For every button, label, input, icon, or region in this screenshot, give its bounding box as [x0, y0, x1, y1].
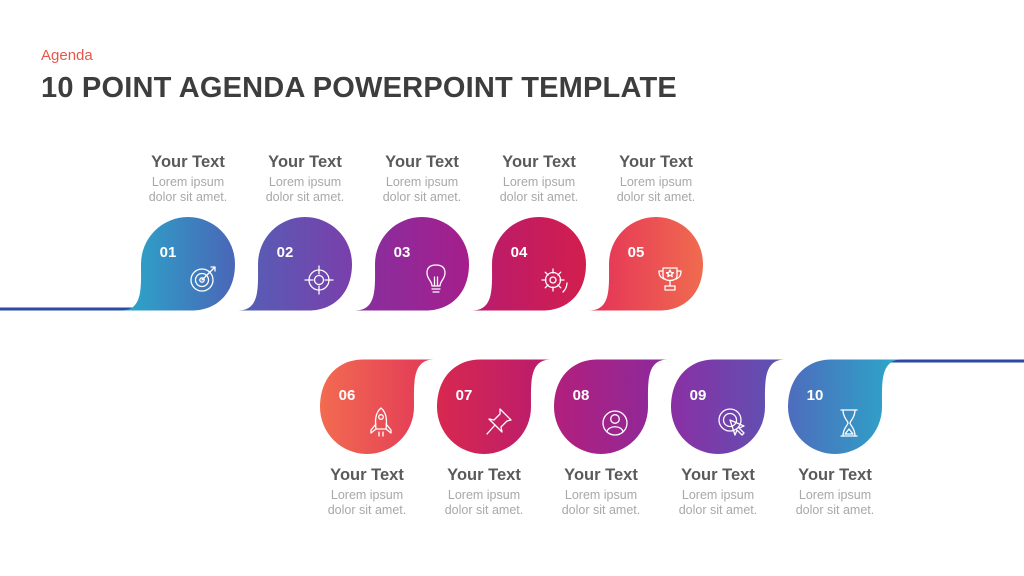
crosshair-icon [304, 265, 334, 295]
step-heading: Your Text [268, 153, 342, 171]
step-heading: Your Text [564, 466, 638, 484]
agenda-step-06: 06 [320, 359, 434, 454]
user-icon [602, 410, 628, 436]
step-number: 05 [628, 244, 645, 261]
step-bubble [238, 217, 352, 311]
step-text-05: Your Text Lorem ipsum dolor sit amet. [591, 152, 721, 205]
step-description-line2: dolor sit amet. [616, 190, 696, 204]
step-description-line1: Lorem ipsum [447, 488, 521, 502]
step-bubble [121, 217, 235, 311]
target-icon [190, 266, 216, 292]
step-number: 02 [277, 244, 294, 261]
step-text-10: Your Text Lorem ipsum dolor sit amet. [770, 465, 900, 518]
step-description-line1: Lorem ipsum [330, 488, 404, 502]
step-bubble [472, 217, 586, 311]
step-number: 09 [690, 387, 707, 404]
agenda-step-05: 05 [589, 217, 703, 311]
step-description-line1: Lorem ipsum [619, 175, 693, 189]
step-number: 08 [573, 387, 590, 404]
step-description-line1: Lorem ipsum [502, 175, 576, 189]
step-heading: Your Text [798, 466, 872, 484]
step-number: 10 [807, 387, 824, 404]
step-description-line2: dolor sit amet. [444, 503, 524, 517]
lightbulb-icon [426, 264, 446, 293]
step-description-line1: Lorem ipsum [151, 175, 225, 189]
step-text-02: Your Text Lorem ipsum dolor sit amet. [240, 152, 370, 205]
step-text-03: Your Text Lorem ipsum dolor sit amet. [357, 152, 487, 205]
step-number: 04 [511, 244, 528, 261]
step-description-line2: dolor sit amet. [382, 190, 462, 204]
step-description-line1: Lorem ipsum [681, 488, 755, 502]
trophy-icon [658, 267, 682, 291]
step-heading: Your Text [502, 153, 576, 171]
step-text-04: Your Text Lorem ipsum dolor sit amet. [474, 152, 604, 205]
step-description-line2: dolor sit amet. [678, 503, 758, 517]
step-heading: Your Text [619, 153, 693, 171]
step-heading: Your Text [151, 153, 225, 171]
pushpin-icon [486, 408, 512, 435]
rocket-icon [370, 407, 392, 437]
step-description-line1: Lorem ipsum [564, 488, 638, 502]
step-description-line2: dolor sit amet. [327, 503, 407, 517]
step-text-08: Your Text Lorem ipsum dolor sit amet. [536, 465, 666, 518]
agenda-step-03: 03 [355, 217, 469, 311]
step-description-line2: dolor sit amet. [265, 190, 345, 204]
page-title: 10 POINT AGENDA POWERPOINT TEMPLATE [41, 72, 677, 104]
step-description-line2: dolor sit amet. [561, 503, 641, 517]
gear-refresh-icon [541, 268, 568, 293]
step-number: 03 [394, 244, 411, 261]
step-number: 06 [339, 387, 356, 404]
step-description-line1: Lorem ipsum [385, 175, 459, 189]
step-heading: Your Text [385, 153, 459, 171]
click-target-icon [718, 408, 745, 436]
agenda-step-08: 08 [554, 359, 668, 454]
step-heading: Your Text [681, 466, 755, 484]
agenda-step-02: 02 [238, 217, 352, 311]
step-bubble [355, 217, 469, 311]
agenda-step-04: 04 [472, 217, 586, 311]
step-bubble [554, 359, 668, 454]
hourglass-icon [840, 409, 858, 437]
step-bubble [671, 359, 785, 454]
step-bubble [788, 359, 902, 454]
step-description-line1: Lorem ipsum [268, 175, 342, 189]
agenda-step-09: 09 [671, 359, 785, 454]
step-bubble [320, 359, 434, 454]
agenda-step-01: 01 [121, 217, 235, 311]
section-label: Agenda [41, 47, 93, 64]
step-text-09: Your Text Lorem ipsum dolor sit amet. [653, 465, 783, 518]
step-heading: Your Text [447, 466, 521, 484]
agenda-step-10: 10 [788, 359, 902, 454]
step-description-line2: dolor sit amet. [499, 190, 579, 204]
agenda-step-07: 07 [437, 359, 551, 454]
step-text-06: Your Text Lorem ipsum dolor sit amet. [302, 465, 432, 518]
step-bubble [437, 359, 551, 454]
step-number: 01 [160, 244, 177, 261]
step-text-07: Your Text Lorem ipsum dolor sit amet. [419, 465, 549, 518]
step-bubble [589, 217, 703, 311]
step-text-01: Your Text Lorem ipsum dolor sit amet. [123, 152, 253, 205]
step-description-line2: dolor sit amet. [795, 503, 875, 517]
step-description-line1: Lorem ipsum [798, 488, 872, 502]
step-description-line2: dolor sit amet. [148, 190, 228, 204]
step-heading: Your Text [330, 466, 404, 484]
step-number: 07 [456, 387, 473, 404]
